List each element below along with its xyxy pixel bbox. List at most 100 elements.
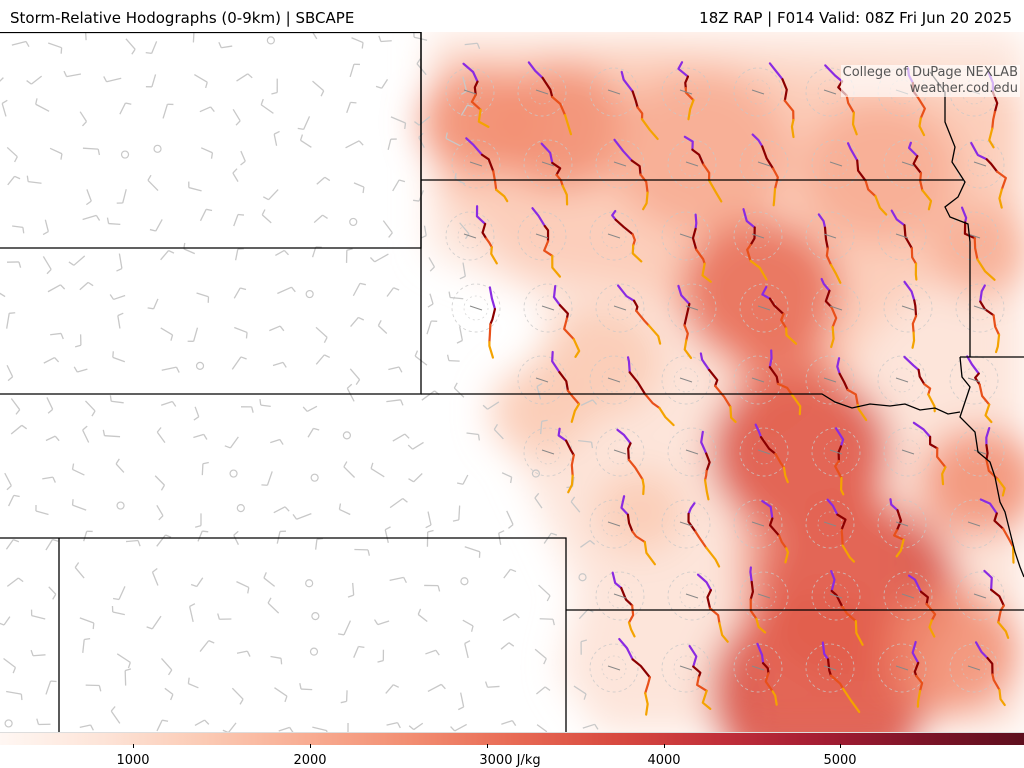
hodograph-segment — [983, 569, 993, 591]
wind-barb — [231, 687, 244, 705]
range-ring-inner — [817, 655, 843, 681]
barb-staff — [303, 116, 311, 130]
hodograph-segment — [976, 258, 996, 281]
wind-barb — [425, 511, 432, 529]
barb-flag — [87, 281, 94, 287]
wind-barb — [71, 499, 87, 511]
barb-staff — [147, 179, 159, 192]
hodograph-segment — [836, 513, 847, 531]
hodograph-segment — [996, 170, 1007, 191]
barb-flag — [378, 35, 382, 42]
barb-flag — [171, 401, 177, 407]
hodograph — [679, 352, 737, 423]
barb-flag — [476, 42, 481, 50]
map-panel[interactable]: College of DuPage NEXLAB weather.cod.edu — [0, 32, 1024, 732]
wind-barb — [570, 496, 581, 513]
hodograph-segment — [688, 644, 698, 668]
barb-flag — [570, 496, 576, 503]
barb-staff — [106, 77, 122, 83]
hodograph-segment — [684, 75, 690, 90]
hodograph-segment — [895, 509, 903, 532]
hodograph — [820, 277, 843, 349]
storm-motion-arrow — [685, 593, 699, 599]
barb-staff — [79, 724, 91, 729]
wind-barb — [386, 287, 400, 297]
wind-barb — [188, 181, 202, 192]
barb-flag — [367, 549, 371, 556]
wind-barb — [162, 103, 174, 119]
barb-flag — [165, 534, 172, 538]
barb-flag — [224, 445, 231, 449]
hodograph-segment — [889, 498, 899, 512]
barb-staff — [458, 326, 463, 341]
barb-staff — [387, 139, 392, 150]
barb-flag — [302, 406, 308, 412]
wind-barb — [305, 289, 314, 299]
wind-barb — [386, 721, 401, 729]
barb-flag — [131, 48, 136, 55]
hodograph — [607, 356, 675, 427]
hodograph — [751, 349, 802, 416]
wind-barb — [534, 648, 547, 665]
barb-flag — [284, 506, 290, 512]
barb-staff — [386, 721, 398, 726]
calm-wind-circle — [578, 573, 587, 582]
barb-flag — [52, 538, 59, 542]
wind-barb — [448, 291, 464, 300]
barb-staff — [315, 539, 318, 550]
hodograph-segment — [782, 466, 789, 484]
hodograph-segment — [790, 118, 795, 139]
storm-motion-arrow — [757, 593, 771, 599]
wind-barb — [111, 605, 125, 616]
wind-barb — [452, 505, 461, 522]
wind-barb — [392, 433, 410, 442]
range-ring-inner — [889, 655, 915, 681]
hodograph-segment — [694, 530, 708, 549]
hodograph — [462, 62, 490, 128]
map-canvas[interactable] — [0, 32, 1024, 732]
barb-flag — [358, 140, 364, 146]
barb-flag — [13, 494, 20, 498]
barb-flag — [284, 696, 288, 703]
barb-staff — [188, 683, 199, 689]
wind-barb — [343, 461, 356, 478]
barb-flag — [459, 275, 466, 280]
hodograph-segment — [620, 586, 634, 607]
hodograph-segment — [751, 133, 764, 148]
barb-staff — [42, 476, 53, 480]
barb-flag — [170, 694, 174, 701]
wind-barb — [426, 320, 438, 335]
barb-staff — [312, 80, 325, 92]
range-ring-inner — [457, 223, 483, 249]
wind-barb — [110, 706, 121, 724]
range-ring-inner — [961, 223, 987, 249]
range-ring — [661, 499, 711, 549]
range-ring-inner — [463, 151, 489, 177]
hodograph-segment — [761, 145, 775, 170]
state-borders — [0, 32, 1024, 732]
barb-flag — [116, 267, 123, 272]
hodograph — [829, 142, 888, 216]
wind-barb — [151, 568, 159, 586]
barb-staff — [417, 613, 428, 623]
barb-staff — [66, 73, 82, 78]
barb-staff — [345, 140, 360, 149]
range-ring — [451, 139, 501, 189]
hodograph-segment — [702, 163, 711, 182]
wind-barb — [194, 73, 208, 89]
barb-flag — [446, 354, 450, 361]
hodograph-segment — [915, 674, 924, 692]
range-ring-inner — [745, 79, 771, 105]
barb-flag — [60, 153, 63, 160]
barb-staff — [11, 40, 27, 46]
wind-barb — [259, 399, 271, 408]
storm-motion-arrow — [679, 521, 693, 527]
storm-motion-arrow — [607, 521, 621, 527]
wind-barb — [311, 246, 322, 258]
wind-barb — [233, 530, 240, 545]
range-ring-inner — [895, 295, 921, 321]
hodograph-segment — [919, 171, 924, 192]
calm-wind-circle — [266, 36, 275, 45]
wind-barb — [536, 686, 551, 695]
wind-barb — [11, 40, 30, 47]
